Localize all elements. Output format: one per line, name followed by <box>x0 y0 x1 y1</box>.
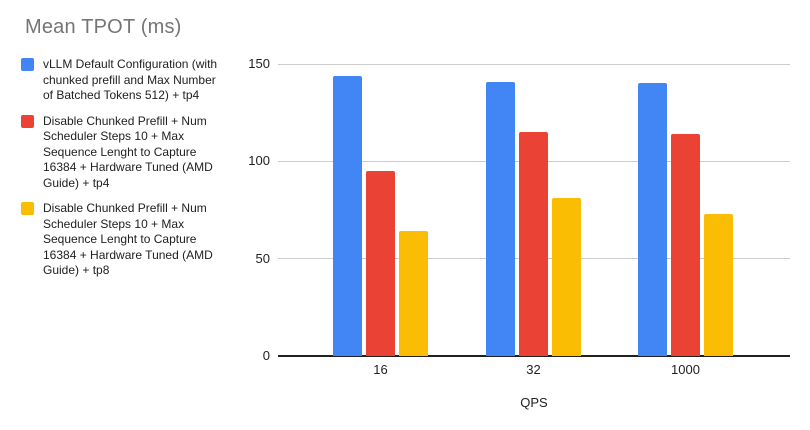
bar <box>486 82 515 356</box>
y-tick-label: 150 <box>248 56 270 71</box>
bar-group-qps-32 <box>486 82 581 356</box>
x-tick-label: 16 <box>373 362 388 377</box>
legend: vLLM Default Configuration (with chunked… <box>21 57 231 279</box>
legend-swatch-red <box>21 114 34 128</box>
bar <box>519 132 548 356</box>
bar-group-qps-16 <box>333 76 428 356</box>
x-axis-title: QPS <box>520 395 548 410</box>
plot-area <box>278 63 790 357</box>
legend-item-tuned-tp8: Disable Chunked Prefill + Num Scheduler … <box>21 201 231 279</box>
bar <box>638 83 667 356</box>
y-axis-labels: 0 50 100 150 <box>228 56 270 363</box>
chart-title: Mean TPOT (ms) <box>25 16 182 38</box>
bar <box>399 231 428 356</box>
gridline <box>278 63 790 65</box>
y-tick-label: 100 <box>248 153 270 169</box>
legend-item-tuned-tp4: Disable Chunked Prefill + Num Scheduler … <box>21 114 231 192</box>
bar <box>552 198 581 356</box>
bar <box>333 76 362 356</box>
legend-swatch-blue <box>21 58 34 71</box>
x-axis-labels: 16 32 1000 <box>278 362 790 380</box>
legend-label: vLLM Default Configuration (with chunked… <box>43 57 218 102</box>
y-tick-label: 50 <box>255 250 270 266</box>
bar <box>704 214 733 356</box>
y-tick-label: 0 <box>262 348 270 363</box>
x-tick-label: 32 <box>526 362 541 377</box>
legend-label: Disable Chunked Prefill + Num Scheduler … <box>43 113 213 190</box>
x-tick-label: 1000 <box>671 362 700 377</box>
legend-swatch-yellow <box>21 202 34 215</box>
bar <box>366 171 395 356</box>
legend-item-vllm-default-tp4: vLLM Default Configuration (with chunked… <box>21 57 231 104</box>
bar <box>671 134 700 356</box>
legend-label: Disable Chunked Prefill + Num Scheduler … <box>43 201 213 277</box>
bar-group-qps-1000 <box>638 83 733 356</box>
x-axis-line <box>278 355 790 357</box>
